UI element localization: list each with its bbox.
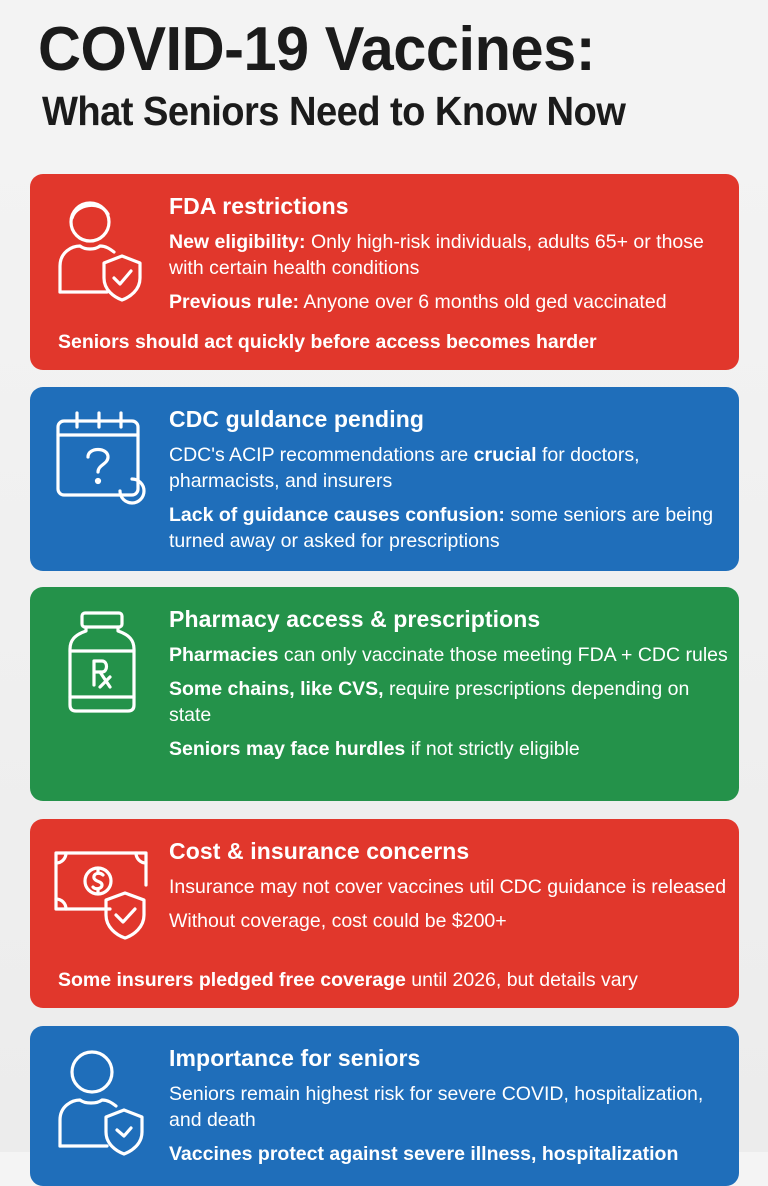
card-item: CDC's ACIP recommendations are crucial f… bbox=[169, 444, 640, 492]
card-footer: Some insurers pledged free coverage unti… bbox=[58, 969, 638, 991]
card-title: Importance for seniors bbox=[169, 1045, 421, 1071]
card-item: Previous rule: Anyone over 6 months old … bbox=[169, 291, 667, 313]
page-subtitle: What Seniors Need to Know Now bbox=[42, 88, 626, 134]
card-title: Pharmacy access & prescriptions bbox=[169, 606, 541, 632]
card-title: CDC guldance pending bbox=[169, 406, 424, 432]
card-title: FDA restrictions bbox=[169, 193, 349, 219]
prescription-bottle-icon bbox=[52, 609, 152, 719]
card-item: Without coverage, cost could be $200+ bbox=[169, 910, 507, 932]
card-item: Seniors remain highest risk for severe C… bbox=[169, 1083, 704, 1131]
card-importance-for-seniors: Importance for seniors Seniors remain hi… bbox=[30, 1026, 739, 1186]
header: COVID-19 Vaccines: What Seniors Need to … bbox=[0, 0, 768, 160]
card-cost-insurance: Cost & insurance concerns Insurance may … bbox=[30, 819, 739, 1008]
card-cdc-guidance: CDC guldance pending CDC's ACIP recommen… bbox=[30, 387, 739, 571]
card-item: Seniors may face hurdles if not strictly… bbox=[169, 738, 580, 760]
card-item: Some chains, like CVS, require prescript… bbox=[169, 678, 690, 726]
page-title: COVID-19 Vaccines: bbox=[38, 15, 596, 84]
card-footer: Seniors should act quickly before access… bbox=[58, 331, 597, 353]
card-item: Insurance may not cover vaccines util CD… bbox=[169, 876, 727, 898]
card-fda-restrictions: FDA restrictions New eligibility: Only h… bbox=[30, 174, 739, 370]
person-shield-check-icon bbox=[52, 194, 152, 304]
card-item: New eligibility: Only high-risk individu… bbox=[169, 231, 704, 279]
calendar-question-icon bbox=[52, 409, 152, 519]
money-shield-check-icon bbox=[52, 839, 152, 949]
card-item: Pharmacies can only vaccinate those meet… bbox=[169, 644, 728, 666]
card-title: Cost & insurance concerns bbox=[169, 838, 470, 864]
person-shield-check-icon bbox=[52, 1046, 152, 1156]
card-pharmacy-access: Pharmacy access & prescriptions Pharmaci… bbox=[30, 587, 739, 801]
card-item: Lack of guidance causes confusion: some … bbox=[169, 504, 714, 552]
card-item: Vaccines protect against severe illness,… bbox=[169, 1143, 679, 1165]
